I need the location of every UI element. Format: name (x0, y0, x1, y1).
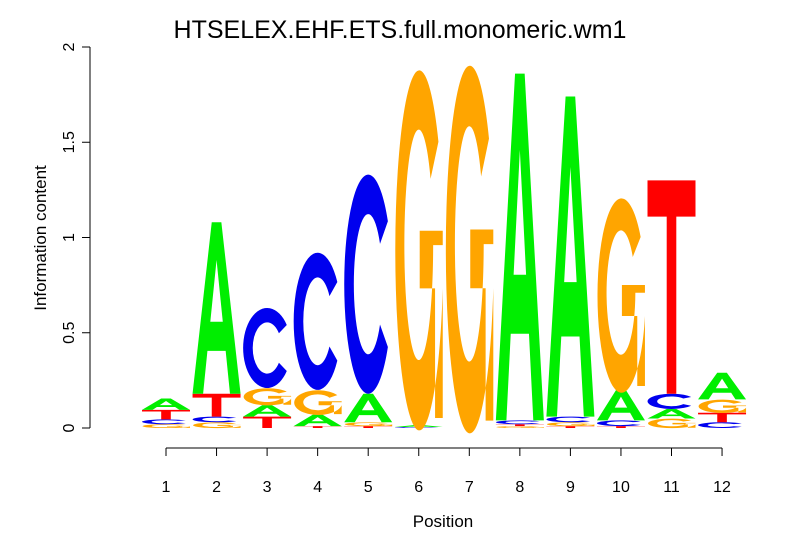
x-axis: 1 2 3 4 5 6 7 8 9 10 11 12 (162, 447, 731, 496)
logo-letter-T (546, 426, 595, 428)
x-axis-label: Position (413, 512, 473, 531)
x-tick-label: 4 (313, 479, 322, 496)
x-tick-label: 2 (212, 479, 221, 496)
logo-letter-C (142, 419, 186, 425)
x-tick-label: 5 (364, 479, 373, 496)
logo-letter-A (142, 398, 190, 410)
logo-letter-C (293, 252, 338, 390)
logo-letter-T (293, 426, 342, 428)
logo-letter-G (546, 422, 595, 427)
logo-letter-C (546, 416, 591, 423)
logo-letter-G (142, 424, 190, 429)
logo-letter-G (193, 422, 241, 429)
y-tick-label: 0.5 (61, 322, 78, 344)
logo-letter-C (647, 393, 692, 409)
logo-letter-G (344, 422, 393, 427)
chart-title: HTSELEX.EHF.ETS.full.monomeric.wm1 (174, 16, 627, 44)
logo-letter-A (293, 414, 342, 427)
x-tick-label: 11 (663, 479, 680, 496)
x-tick-label: 1 (162, 479, 171, 496)
y-tick-label: 1 (61, 233, 78, 242)
logo-letter-A (546, 96, 595, 417)
logo-letter-C (698, 422, 742, 428)
logo-letter-A (698, 372, 747, 400)
logo-letter-T (142, 409, 190, 420)
logo-letter-T (344, 426, 393, 428)
logo-letter-C (344, 174, 388, 394)
logo-letter-G (395, 70, 443, 431)
letter-stacks (142, 65, 747, 434)
logo-letter-A (192, 222, 241, 394)
logo-letter-G (648, 418, 696, 429)
logo-letter-T (192, 393, 241, 417)
logo-letter-T (596, 426, 645, 428)
y-tick-label: 1.5 (61, 131, 78, 153)
logo-letter-C (243, 307, 287, 388)
logo-letter-T (495, 424, 544, 427)
logo-letter-C (192, 416, 237, 423)
logo-letter-C (495, 420, 540, 425)
x-tick-label: 7 (465, 479, 474, 496)
y-axis-label: Information content (31, 165, 50, 311)
logo-letter-T (698, 412, 747, 423)
x-tick-label: 6 (414, 479, 423, 496)
logo-letter-C (394, 427, 439, 428)
y-axis: 0 0.5 1 1.5 2 (61, 42, 91, 432)
logo-letter-G (597, 198, 645, 393)
y-tick-label: 0 (61, 423, 78, 432)
logo-letter-A (344, 393, 393, 423)
logo-letter-G (243, 388, 292, 406)
logo-letter-A (394, 425, 443, 428)
logo-letter-G (698, 399, 747, 413)
logo-letter-A (596, 389, 645, 421)
logo-letter-T (647, 180, 696, 394)
logo-letter-G (496, 426, 544, 429)
x-tick-label: 8 (515, 479, 524, 496)
x-tick-label: 12 (713, 479, 731, 496)
logo-letter-G (445, 65, 494, 434)
logo-letter-T (243, 416, 292, 428)
logo-letter-A (495, 73, 544, 421)
logo-letter-C (596, 420, 641, 427)
y-tick-label: 2 (61, 42, 78, 51)
logo-letter-A (243, 405, 292, 417)
logo-letter-G (294, 390, 342, 416)
x-tick-label: 9 (566, 479, 575, 496)
x-tick-label: 10 (612, 479, 630, 496)
logo-letter-A (647, 408, 696, 419)
x-tick-label: 3 (263, 479, 272, 496)
